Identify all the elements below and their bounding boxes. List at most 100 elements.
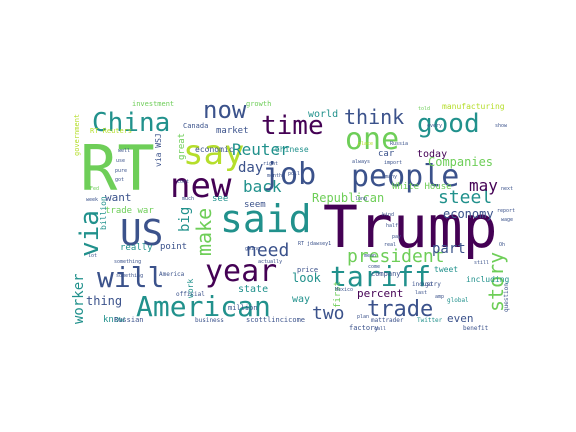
word-good: good [417, 109, 480, 139]
word-long: long [355, 196, 367, 202]
word-great: great [177, 133, 187, 160]
word-right: right [263, 161, 278, 167]
word-story: story [484, 252, 508, 312]
word-us: US [120, 213, 163, 254]
word-every: every [427, 123, 442, 129]
word-way: way [292, 294, 310, 305]
word-told: told [418, 106, 430, 112]
word-russia: Russia [390, 141, 408, 147]
word-back: back [243, 177, 282, 196]
word-pay: pay [392, 234, 401, 240]
word-manufacturing: manufacturing [442, 102, 505, 111]
word-oh: Oh [499, 242, 505, 248]
word-week: week [86, 197, 98, 203]
word-company: company [371, 270, 401, 278]
word-job: job [262, 157, 316, 192]
word-seem: seem [244, 200, 266, 210]
word-growth: growth [246, 100, 271, 108]
word-official: official [176, 291, 205, 298]
word-day: day [238, 160, 263, 176]
word-business: business [195, 317, 224, 324]
word-pure: pure [115, 168, 127, 174]
word-year: year [205, 254, 277, 289]
word-via: via [75, 210, 105, 257]
word-cost: cost [177, 179, 189, 185]
word-need: need [246, 240, 289, 261]
word-see: see [212, 194, 228, 204]
word-going: going [245, 246, 260, 252]
word-well: well [118, 148, 130, 154]
word-even: even [447, 312, 474, 325]
word-question: question [503, 283, 510, 312]
word-point: point [160, 242, 187, 252]
word-may: may [469, 176, 498, 195]
word-really: really [120, 243, 153, 253]
word-new: new [170, 166, 232, 206]
word-rt-reuters: RT Reuters [90, 127, 132, 135]
word-come: come [368, 264, 380, 270]
word-world: world [308, 109, 338, 120]
word-economy: economy [443, 207, 494, 221]
word-know: know [103, 315, 125, 325]
word-mexico: Mexico [335, 287, 353, 293]
word-government: government [73, 114, 81, 156]
word-said: said [220, 197, 312, 241]
word-two: two [312, 303, 345, 324]
word-look: look [292, 271, 322, 285]
word-twitter: Twitter [417, 317, 443, 324]
word-steel: steel [438, 187, 492, 208]
word-first: first [333, 281, 343, 308]
word-chinese: Chinese [275, 145, 309, 154]
word-use: use [116, 158, 125, 164]
word-rt-jdawsey1: RT jdawsey1 [298, 241, 331, 247]
word-people: people [351, 159, 459, 194]
word-fed: Fed [90, 186, 99, 192]
word-mean: mean [364, 253, 376, 259]
word-market: market [216, 126, 249, 136]
word-call: call [374, 326, 386, 332]
word-big: big [177, 207, 193, 232]
word-industry: industry [412, 281, 441, 288]
word-place: place [358, 141, 373, 147]
word-something: something [114, 259, 141, 265]
word-last: last [415, 290, 427, 296]
word-white-house: White House [392, 182, 452, 192]
word-one: one [345, 122, 399, 157]
word-benefit: benefit [463, 325, 489, 332]
word-china: China [92, 108, 170, 138]
word-scottlincicome: scottlincicome [246, 316, 305, 324]
word-something: something [116, 273, 143, 279]
word-always: always [352, 159, 370, 165]
word-state: state [238, 284, 268, 295]
word-global: global [447, 297, 469, 304]
word-investment: investment [132, 100, 174, 108]
word-wage: wage [501, 217, 513, 223]
word-import: import [384, 160, 402, 166]
word-work: work [186, 279, 195, 298]
word-say: say [183, 133, 244, 173]
word-poll: poll [288, 171, 300, 177]
word-tweet: tweet [434, 265, 458, 274]
word-next: next [501, 186, 513, 192]
word-show: show [495, 123, 508, 129]
word-including: including [466, 275, 510, 284]
word-price: price [297, 266, 318, 274]
word-thing: thing [86, 294, 122, 308]
word-trump: Trump [323, 193, 498, 261]
word-report: report [497, 208, 515, 214]
word-reuter: Reuter [232, 140, 290, 159]
word-much: much [182, 196, 194, 202]
word-time: time [261, 111, 324, 141]
word-russian: Russian [114, 316, 144, 324]
word-car: car [378, 149, 395, 159]
word-got: got [115, 177, 124, 183]
word-canada: Canada [183, 122, 208, 130]
word-percent: percent [357, 287, 403, 300]
word-think: think [344, 105, 404, 129]
word-president: president [347, 246, 445, 267]
word-many: many [385, 174, 397, 180]
word-actually: actually [258, 259, 282, 265]
word-plan: plan [357, 314, 369, 320]
word-real: real [384, 242, 396, 248]
